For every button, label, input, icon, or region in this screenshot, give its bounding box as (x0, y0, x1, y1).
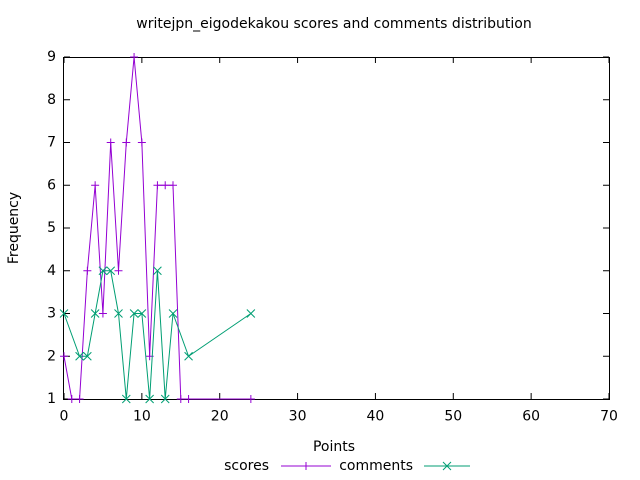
data-point-scores (98, 309, 107, 318)
data-point-scores (75, 395, 84, 403)
y-tick-label: 3 (47, 306, 56, 322)
data-point-scores (122, 138, 131, 147)
plot-area-frame (63, 57, 610, 400)
data-point-scores (246, 395, 255, 403)
x-tick-label: 10 (133, 409, 151, 425)
data-point-scores (91, 181, 100, 190)
data-point-comments (246, 309, 256, 318)
data-point-comments (106, 266, 116, 276)
x-tick-label: 60 (522, 409, 540, 425)
data-point-comments (83, 351, 92, 361)
data-point-comments (153, 266, 162, 276)
y-tick-label: 9 (47, 49, 56, 65)
data-point-scores (83, 266, 92, 275)
series-line-comments (63, 270, 252, 400)
data-point-scores (60, 352, 68, 361)
y-tick-label: 6 (47, 177, 56, 193)
x-tick-label: 20 (211, 409, 229, 425)
x-tick-label: 30 (289, 409, 307, 425)
y-tick-label: 2 (47, 348, 56, 364)
legend-label-scores: scores (224, 458, 269, 474)
data-point-comments (160, 394, 170, 404)
series-comments (59, 266, 256, 404)
data-point-scores (67, 395, 76, 403)
data-point-scores (137, 138, 146, 147)
data-point-scores (169, 181, 177, 190)
data-point-scores (106, 138, 115, 147)
data-point-comments (168, 309, 178, 318)
data-point-comments (129, 309, 139, 318)
data-point-comments (137, 309, 147, 318)
chart-title: writejpn_eigodekakou scores and comments… (136, 16, 531, 32)
data-point-comments (75, 351, 84, 361)
y-tick-label: 5 (47, 220, 56, 236)
series-line-scores (63, 56, 251, 400)
legend-marker-comments (442, 461, 452, 471)
series-layer (59, 53, 256, 404)
y-tick-label: 8 (47, 92, 56, 108)
data-point-comments (145, 394, 154, 404)
x-tick-label: 70 (600, 409, 618, 425)
y-tick-label: 4 (47, 263, 56, 279)
data-point-comments (59, 309, 69, 318)
data-point-scores (153, 181, 162, 190)
data-point-comments (114, 309, 123, 318)
data-point-comments (90, 309, 100, 318)
data-point-comments (98, 266, 108, 276)
data-point-comments (184, 351, 193, 361)
y-axis-label: Frequency (6, 192, 22, 264)
y-axis-ticks: 1 2 3 4 5 6 7 8 9 (47, 49, 609, 407)
legend: scores comments (224, 458, 470, 474)
x-tick-label: 50 (444, 409, 462, 425)
data-point-scores (176, 395, 185, 403)
y-tick-label: 7 (47, 135, 56, 151)
x-tick-label: 40 (367, 409, 385, 425)
data-point-scores (184, 395, 193, 403)
x-tick-label: 0 (60, 409, 69, 425)
x-axis-ticks: 0 10 20 30 40 50 60 70 (60, 57, 618, 425)
data-point-comments (121, 394, 131, 404)
data-point-scores (130, 53, 139, 61)
x-axis-label: Points (313, 439, 355, 455)
legend-marker-scores (302, 462, 310, 470)
data-point-scores (114, 266, 123, 275)
y-tick-label: 1 (47, 391, 56, 407)
data-point-scores (161, 181, 170, 190)
series-scores (60, 53, 255, 403)
legend-label-comments: comments (339, 458, 413, 474)
